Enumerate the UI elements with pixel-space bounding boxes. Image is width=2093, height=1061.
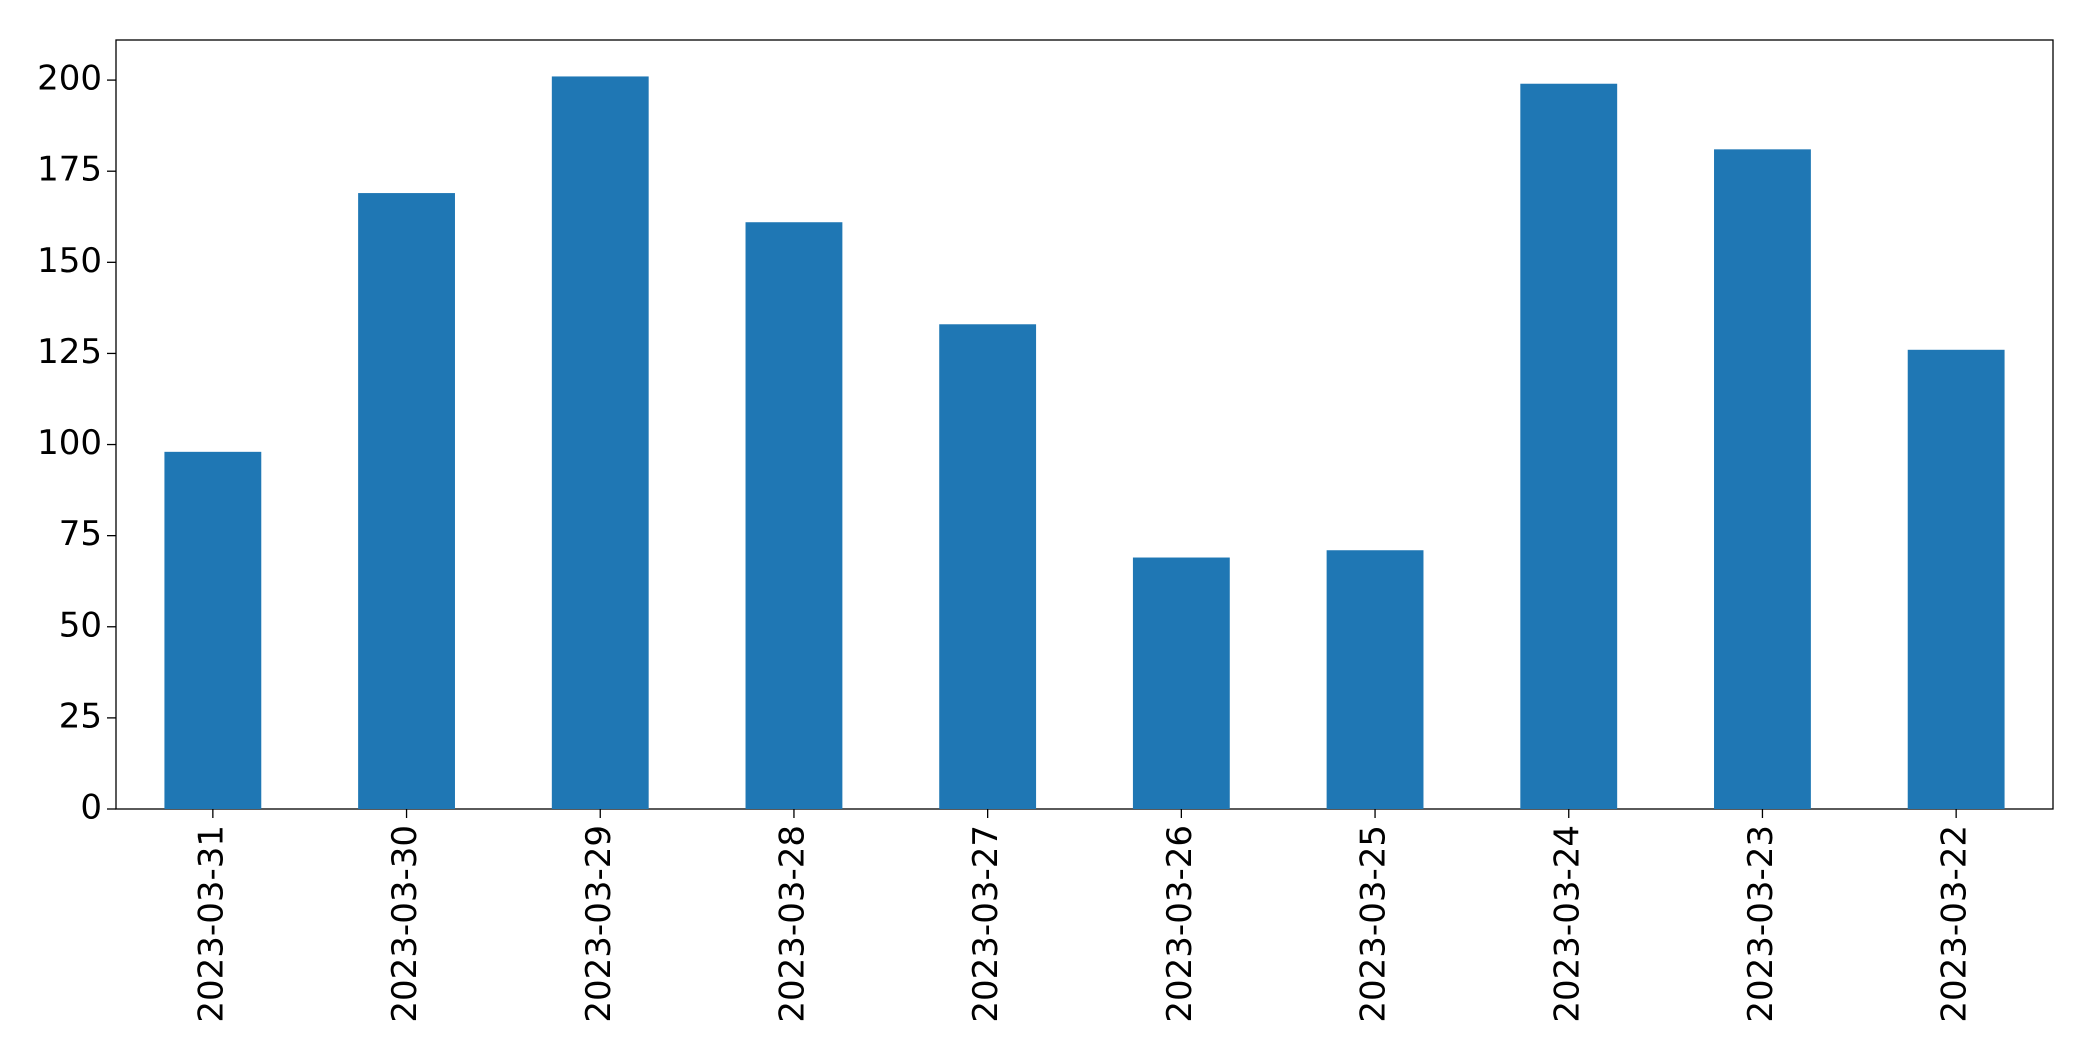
y-tick-label: 150 bbox=[37, 241, 102, 281]
bar bbox=[1714, 149, 1811, 809]
y-tick-label: 100 bbox=[37, 423, 102, 463]
y-tick-label: 175 bbox=[37, 150, 102, 190]
y-tick-label: 25 bbox=[59, 696, 102, 736]
x-tick-label: 2023-03-28 bbox=[772, 825, 812, 1023]
bar bbox=[551, 76, 649, 809]
x-tick-label: 2023-03-30 bbox=[385, 825, 425, 1023]
x-tick-label: 2023-03-23 bbox=[1741, 825, 1781, 1023]
x-tick-label: 2023-03-27 bbox=[966, 825, 1006, 1023]
bar bbox=[1907, 349, 2005, 809]
x-tick-label: 2023-03-31 bbox=[191, 825, 231, 1023]
x-tick-label: 2023-03-24 bbox=[1547, 825, 1587, 1023]
bar bbox=[1132, 557, 1230, 809]
y-tick-label: 125 bbox=[37, 332, 102, 372]
plot-frame bbox=[115, 39, 2054, 810]
x-tick-label: 2023-03-29 bbox=[579, 825, 619, 1023]
x-tick-label: 2023-03-26 bbox=[1160, 825, 1200, 1023]
y-tick-label: 50 bbox=[59, 605, 102, 645]
y-tick-label: 200 bbox=[37, 59, 102, 99]
x-tick-label: 2023-03-22 bbox=[1935, 825, 1975, 1023]
bar bbox=[1520, 83, 1618, 809]
x-tick-label: 2023-03-25 bbox=[1354, 825, 1394, 1023]
bar bbox=[939, 324, 1037, 809]
y-tick-label: 75 bbox=[59, 514, 102, 554]
bar bbox=[745, 222, 843, 810]
y-tick-label: 0 bbox=[80, 788, 102, 828]
bar bbox=[1326, 550, 1424, 809]
bar bbox=[358, 193, 455, 809]
bar bbox=[164, 451, 262, 809]
